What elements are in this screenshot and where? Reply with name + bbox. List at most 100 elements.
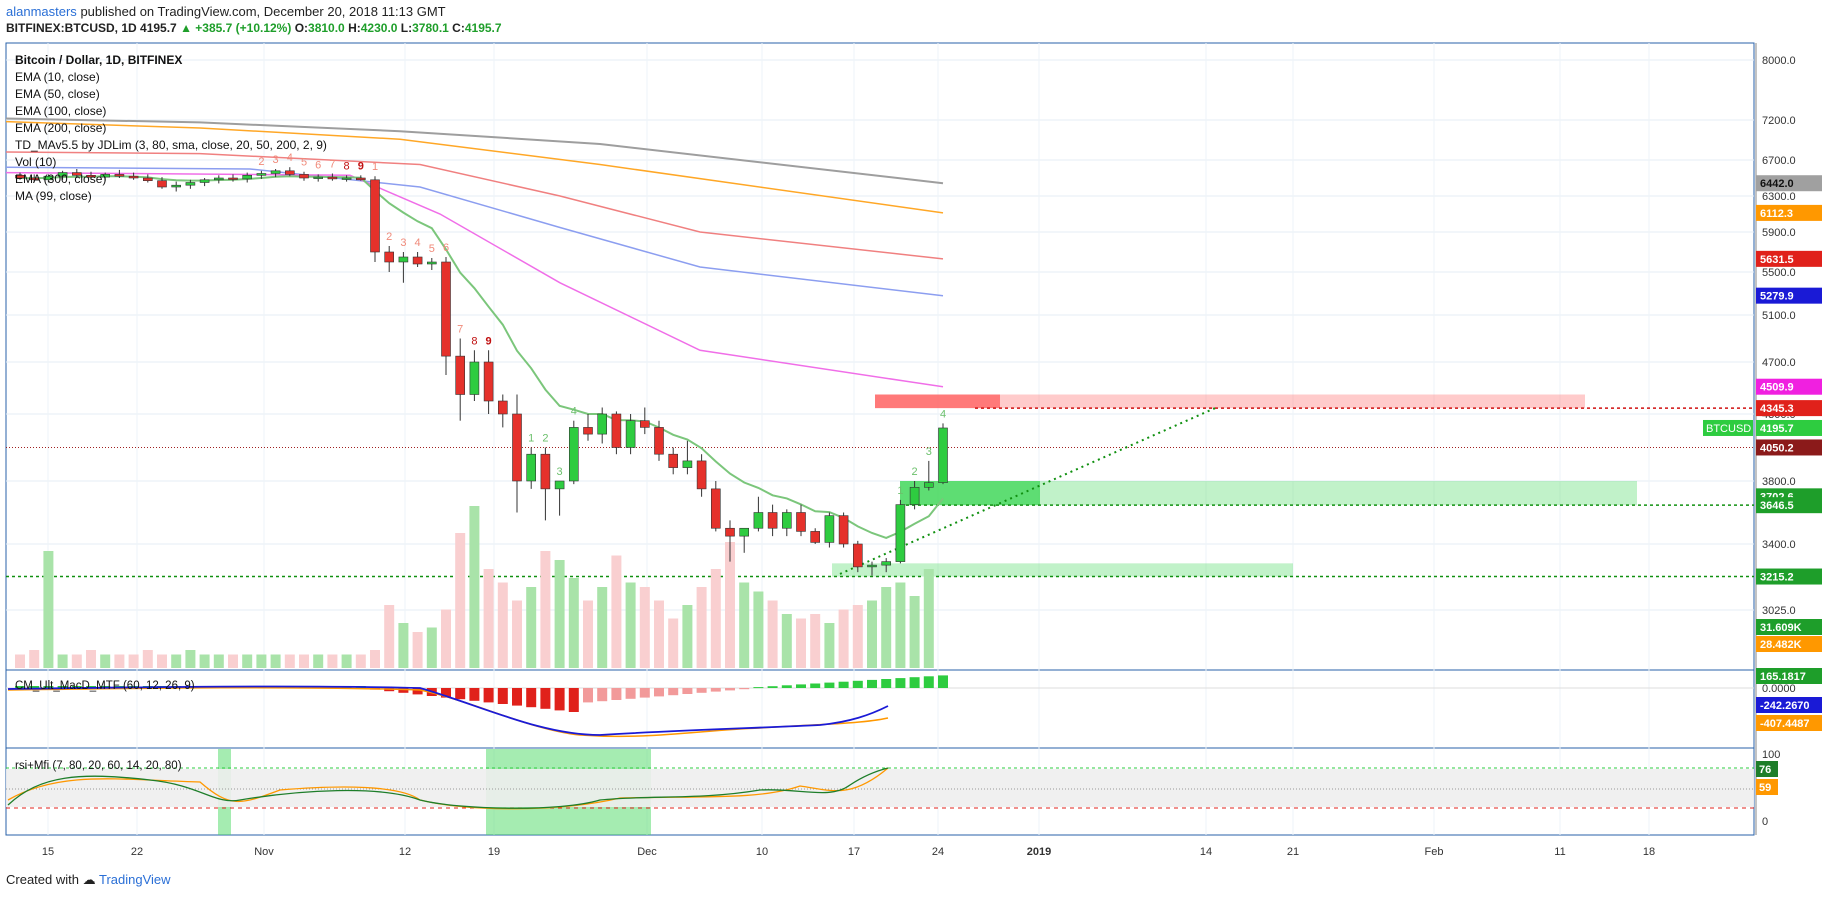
candle[interactable] bbox=[86, 175, 96, 178]
candle[interactable] bbox=[199, 179, 210, 183]
tradingview-link[interactable]: TradingView bbox=[99, 872, 171, 887]
volume-bar bbox=[114, 654, 125, 668]
price-badge bbox=[1756, 287, 1822, 304]
candle[interactable] bbox=[554, 480, 565, 490]
candle[interactable] bbox=[668, 453, 679, 468]
candle[interactable] bbox=[214, 177, 224, 181]
macd-pane-label[interactable]: CM_Ult_MacD_MTF (60, 12, 26, 9) bbox=[15, 680, 195, 692]
candle[interactable] bbox=[242, 175, 252, 180]
td-count-bearish: 3 bbox=[400, 237, 406, 249]
legend-ema300[interactable]: EMA (300, close) bbox=[15, 172, 107, 186]
candle[interactable] bbox=[696, 460, 707, 490]
macd-histogram-bar bbox=[526, 688, 537, 708]
candle[interactable] bbox=[710, 488, 721, 529]
candle[interactable] bbox=[270, 170, 281, 174]
candle[interactable] bbox=[796, 512, 806, 532]
legend-ema10[interactable]: EMA (10, close) bbox=[15, 70, 100, 84]
candle[interactable] bbox=[881, 561, 892, 566]
candle[interactable] bbox=[327, 176, 338, 180]
candle[interactable] bbox=[128, 175, 139, 179]
time-tick-label: 24 bbox=[932, 846, 944, 858]
macd-histogram-bar bbox=[739, 688, 750, 690]
candle[interactable] bbox=[895, 504, 906, 562]
ema100-line bbox=[5, 166, 944, 297]
candle[interactable] bbox=[540, 453, 551, 490]
macd-histogram-bar bbox=[938, 675, 948, 688]
candle[interactable] bbox=[597, 413, 608, 435]
candle[interactable] bbox=[781, 512, 792, 529]
candle[interactable] bbox=[72, 172, 82, 176]
candle[interactable] bbox=[625, 420, 636, 448]
candle[interactable] bbox=[100, 174, 110, 178]
candle[interactable] bbox=[384, 251, 395, 263]
candle[interactable] bbox=[767, 512, 778, 529]
candle[interactable] bbox=[852, 543, 863, 568]
candle[interactable] bbox=[370, 179, 380, 253]
candle[interactable] bbox=[143, 177, 153, 181]
candle[interactable] bbox=[469, 361, 480, 395]
candle[interactable] bbox=[157, 180, 167, 188]
legend-ema100[interactable]: EMA (100, close) bbox=[15, 104, 107, 118]
candle[interactable] bbox=[923, 482, 934, 488]
legend-td-ma[interactable]: TD_MAv5.5 by JDLim (3, 80, sma, close, 2… bbox=[15, 138, 327, 152]
legend-volume[interactable]: Vol (10) bbox=[15, 155, 57, 169]
candle[interactable] bbox=[838, 515, 849, 545]
macd-histogram-bar bbox=[483, 688, 494, 703]
candle[interactable] bbox=[611, 413, 622, 448]
candle[interactable] bbox=[654, 427, 664, 455]
candle[interactable] bbox=[398, 256, 409, 263]
candle[interactable] bbox=[29, 177, 40, 181]
rsi-tick-label: 0 bbox=[1762, 816, 1768, 828]
candle[interactable] bbox=[725, 527, 735, 537]
candle[interactable] bbox=[682, 460, 693, 468]
price-badge bbox=[1756, 204, 1822, 221]
macd-histogram-bar bbox=[753, 687, 764, 689]
legend-ma99[interactable]: MA (99, close) bbox=[15, 189, 92, 203]
candle[interactable] bbox=[441, 261, 451, 357]
price-tick-label: 3400.0 bbox=[1762, 539, 1796, 551]
candle[interactable] bbox=[185, 182, 196, 186]
candle[interactable] bbox=[739, 527, 750, 537]
candle[interactable] bbox=[15, 175, 25, 179]
rsi-tick-label: 100 bbox=[1762, 749, 1780, 761]
candle[interactable] bbox=[43, 175, 54, 181]
volume-bar bbox=[583, 600, 593, 668]
volume-bar bbox=[455, 533, 466, 668]
candle[interactable] bbox=[867, 564, 877, 568]
candle[interactable] bbox=[568, 427, 579, 482]
candle[interactable] bbox=[228, 177, 238, 180]
candle[interactable] bbox=[909, 486, 920, 505]
legend-ema50[interactable]: EMA (50, close) bbox=[15, 87, 100, 101]
candle[interactable] bbox=[497, 400, 508, 415]
volume-bar bbox=[228, 654, 238, 668]
candle[interactable] bbox=[526, 453, 537, 482]
candle[interactable] bbox=[512, 413, 522, 482]
macd-badge-label: -242.2670 bbox=[1760, 700, 1810, 712]
author-link[interactable]: alanmasters bbox=[6, 4, 77, 19]
candle[interactable] bbox=[341, 177, 352, 180]
candle[interactable] bbox=[639, 420, 650, 428]
volume-ma-badge-label: 28.482K bbox=[1760, 639, 1802, 651]
ema50-line bbox=[5, 171, 944, 388]
candle[interactable] bbox=[455, 355, 466, 395]
candle[interactable] bbox=[938, 427, 948, 483]
candle[interactable] bbox=[810, 531, 821, 543]
candle[interactable] bbox=[753, 512, 764, 529]
candle[interactable] bbox=[824, 515, 835, 543]
candle[interactable] bbox=[426, 261, 437, 265]
legend-ema200[interactable]: EMA (200, close) bbox=[15, 121, 107, 135]
candle[interactable] bbox=[299, 174, 309, 179]
candle[interactable] bbox=[57, 172, 68, 177]
candle[interactable] bbox=[583, 427, 593, 435]
volume-bar bbox=[497, 582, 508, 668]
candle[interactable] bbox=[355, 177, 366, 181]
candle[interactable] bbox=[313, 176, 324, 179]
rsi-pane-label[interactable]: rsi+Mfi (7, 80, 20, 60, 14, 20, 80) bbox=[15, 760, 182, 772]
candle[interactable] bbox=[284, 170, 295, 175]
candle[interactable] bbox=[171, 184, 181, 188]
candle[interactable] bbox=[256, 173, 267, 176]
candle[interactable] bbox=[483, 361, 494, 402]
candle[interactable] bbox=[412, 256, 423, 265]
candle[interactable] bbox=[114, 174, 125, 177]
